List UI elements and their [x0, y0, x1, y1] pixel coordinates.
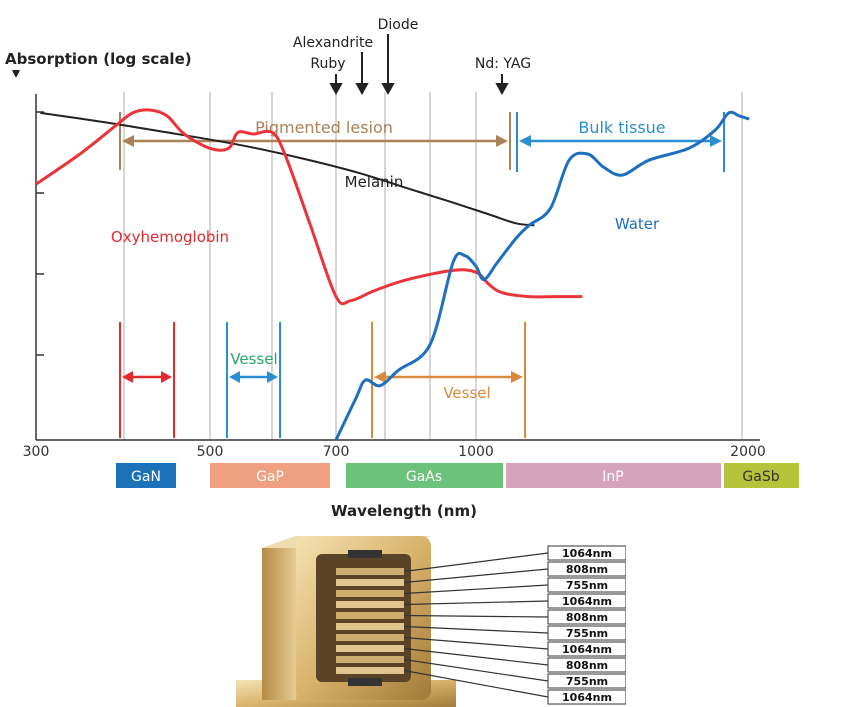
- diode-bar: [336, 568, 404, 575]
- oxyhemoglobin-label: Oxyhemoglobin: [111, 228, 229, 246]
- material-inp-label: InP: [602, 469, 623, 485]
- material-gaas-label: GaAs: [406, 469, 442, 485]
- laser-diode-module: 1064nm 808nm 755nm 1064nm 808nm 755nm 1064nm 80…: [236, 536, 626, 707]
- x-tick-label-500: 500: [197, 444, 224, 460]
- diode-bar: [336, 612, 404, 619]
- bulk-tissue-range: [516, 112, 725, 172]
- wavelength-label: 1064nm: [562, 595, 612, 608]
- material-gap-box: [210, 463, 330, 488]
- x-tick-label-300: 300: [23, 444, 50, 460]
- grid-lines: [123, 92, 743, 440]
- laser-label-alexandrite: Alexandrite: [293, 35, 373, 51]
- leader-line: [403, 614, 549, 618]
- wavelength-label: 1064nm: [562, 691, 612, 704]
- wavelength-label: 755nm: [566, 675, 608, 688]
- wavelength-label: 1064nm: [562, 547, 612, 560]
- leader-line: [403, 658, 549, 682]
- diode-bar: [336, 579, 404, 586]
- pigmented-lesion-label: Pigmented lesion: [255, 118, 393, 137]
- wavelength-label-box: [547, 577, 626, 593]
- wavelength-label-box: [547, 609, 626, 625]
- laser-arrows: [329, 34, 509, 96]
- wavelength-label-box: [547, 561, 626, 577]
- wavelength-label-box: [547, 625, 626, 641]
- leader-line: [403, 669, 549, 698]
- laser-label-ndyag: Nd: YAG: [475, 56, 531, 72]
- material-gan-label: GaN: [131, 469, 161, 485]
- wavelength-labels: 1064nm 808nm 755nm 1064nm 808nm 755nm 1064nm 80…: [547, 545, 626, 705]
- series-line-melanin: [40, 111, 535, 227]
- y-axis-arrow-icon: [12, 70, 20, 78]
- leader-line: [403, 552, 549, 573]
- wavelength-label: 755nm: [566, 579, 608, 592]
- material-gasb-label: GaSb: [742, 469, 779, 485]
- leader-line: [403, 584, 549, 595]
- vessel-orange-label: Vessel: [443, 384, 490, 402]
- diode-bar: [336, 590, 404, 597]
- series-line-water: [334, 110, 750, 441]
- diode-bar: [336, 634, 404, 641]
- vessel-gaas-range: [371, 322, 526, 438]
- diode-bar: [336, 601, 404, 608]
- wavelength-label: 1064nm: [562, 643, 612, 656]
- diode-bar: [336, 667, 404, 674]
- material-gap-label: GaP: [256, 469, 284, 485]
- diode-bar: [336, 656, 404, 663]
- vessel-green-label: Vessel: [230, 350, 277, 368]
- series-layer: [35, 108, 750, 441]
- wavelength-label-box: [547, 545, 626, 561]
- melanin-label: Melanin: [345, 173, 404, 191]
- wavelength-label: 808nm: [566, 659, 608, 672]
- water-label: Water: [615, 215, 660, 233]
- wavelength-label-box: [547, 657, 626, 673]
- module-side: [262, 536, 296, 700]
- vessel-gap-range: [226, 322, 281, 438]
- module-top-clip: [348, 550, 382, 558]
- leader-line: [403, 625, 549, 634]
- x-tick-label-1000: 1000: [458, 444, 494, 460]
- label-leader-lines: [403, 552, 549, 698]
- materials-bar: GaN GaP GaAs InP GaSb: [116, 463, 799, 488]
- material-gaas-box: [346, 463, 503, 488]
- leader-line: [403, 647, 549, 666]
- leader-line: [403, 600, 549, 606]
- wavelength-label-box: [547, 673, 626, 689]
- wavelength-label: 808nm: [566, 563, 608, 576]
- wavelength-label-box: [547, 593, 626, 609]
- material-gasb-box: [724, 463, 799, 488]
- x-tick-label-2000: 2000: [730, 444, 766, 460]
- diode-arrow-head-icon: [381, 83, 395, 96]
- diode-bar: [336, 623, 404, 630]
- diode-bar-stack: [336, 568, 404, 674]
- y-axis-title: Absorption (log scale): [5, 50, 192, 68]
- module-bottom-clip: [348, 678, 382, 686]
- alexandrite-arrow-head-icon: [355, 83, 369, 96]
- x-axis-title: Wavelength (nm): [331, 502, 477, 520]
- material-inp-box: [506, 463, 721, 488]
- wavelength-label-box: [547, 641, 626, 657]
- leader-line: [403, 636, 549, 650]
- series-line-oxyhemoglobin: [35, 108, 583, 306]
- wavelength-label-box: [547, 689, 626, 705]
- ndyag-arrow-head-icon: [495, 83, 509, 96]
- leader-line: [403, 568, 549, 584]
- ruby-arrow-head-icon: [329, 83, 343, 96]
- laser-label-diode: Diode: [378, 17, 419, 33]
- bulk-tissue-label: Bulk tissue: [578, 118, 665, 137]
- gan-range: [119, 322, 175, 438]
- material-gan-box: [116, 463, 176, 488]
- diode-bar: [336, 645, 404, 652]
- laser-label-ruby: Ruby: [310, 56, 345, 72]
- absorption-chart: Absorption (log scale) 300 500 700 1000 …: [5, 17, 799, 520]
- x-tick-label-700: 700: [323, 444, 350, 460]
- wavelength-label: 808nm: [566, 611, 608, 624]
- wavelength-label: 755nm: [566, 627, 608, 640]
